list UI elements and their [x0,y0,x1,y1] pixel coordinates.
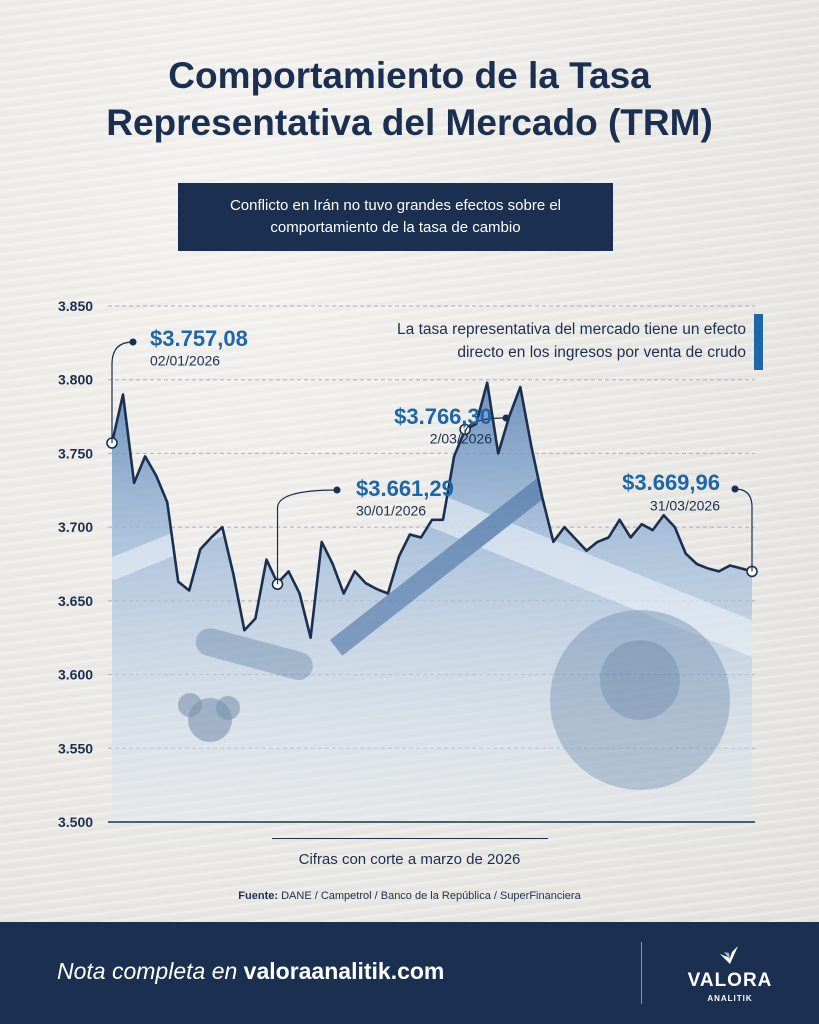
note-accent-bar [754,314,763,370]
y-tick-label: 3.650 [58,593,93,609]
footer-link-text[interactable]: Nota completa en valoraanalitik.com [57,958,444,985]
annotation-leader [111,341,134,443]
footer-bar: Nota completa en valoraanalitik.com VALO… [0,922,819,1024]
annotation-date: 02/01/2026 [150,353,220,369]
annotation-date: 31/03/2026 [650,498,720,514]
title-line-1: Comportamiento de la Tasa [168,55,651,96]
y-tick-label: 3.600 [58,667,93,683]
annotation-value: $3.766,30 [394,404,492,429]
valora-check-icon [720,946,738,964]
annotation-date: 2/03/2026 [430,431,492,447]
chart-area-fill [112,382,752,822]
subtitle-text: Conflicto en Irán no tuvo grandes efecto… [229,197,562,236]
trm-line-chart: 3.850 3.800 3.750 3.700 3.650 3.600 3.550 3.500… [58,298,758,830]
annotation-leader-dot [129,338,137,346]
logo-name: VALORA [687,970,773,991]
subtitle-banner: Conflicto en Irán no tuvo grandes efecto… [178,183,613,251]
valora-logo: VALORA ANALITIK [680,940,780,1010]
annotation-leader-dot [731,485,739,493]
footer-lead: Nota completa en [57,958,238,984]
annotation-value: $3.669,96 [622,470,720,495]
logo-sub: ANALITIK [707,994,753,1003]
y-tick-label: 3.700 [58,519,93,535]
chart-annotations: $3.757,08 02/01/2026 $3.661,29 30/01/2026 $3… [111,326,753,585]
y-tick-label: 3.750 [58,445,93,461]
annotation-value: $3.757,08 [150,326,248,351]
footer-url[interactable]: valoraanalitik.com [243,958,445,984]
annotation-date: 30/01/2026 [356,503,426,519]
chart-note: La tasa representativa del mercado tiene… [397,321,746,361]
y-tick-label: 3.850 [58,298,93,314]
annotation-leader [276,489,338,585]
footer-divider [641,942,642,1004]
annotation-leader-dot [333,486,341,494]
annotation-leader-dot [502,414,510,422]
page-title: Comportamiento de la Tasa Representativa… [0,52,819,146]
chart-series-line [110,381,753,639]
chart-y-axis: 3.850 3.800 3.750 3.700 3.650 3.600 3.550 3.500 [58,298,93,830]
source-text: DANE / Campetrol / Banco de la República… [281,890,581,902]
annotation-value: $3.661,29 [356,476,454,501]
title-line-2: Representativa del Mercado (TRM) [106,102,713,143]
annotation-leader [734,488,753,572]
y-tick-label: 3.550 [58,740,93,756]
y-tick-label: 3.800 [58,372,93,388]
caption-divider [272,838,548,839]
annotation-leader [464,417,507,435]
y-tick-label: 3.500 [58,814,93,830]
source-line: Fuente: DANE / Campetrol / Banco de la R… [0,890,819,902]
source-label: Fuente: [238,890,279,902]
chart-caption: Cifras con corte a marzo de 2026 [298,851,521,868]
